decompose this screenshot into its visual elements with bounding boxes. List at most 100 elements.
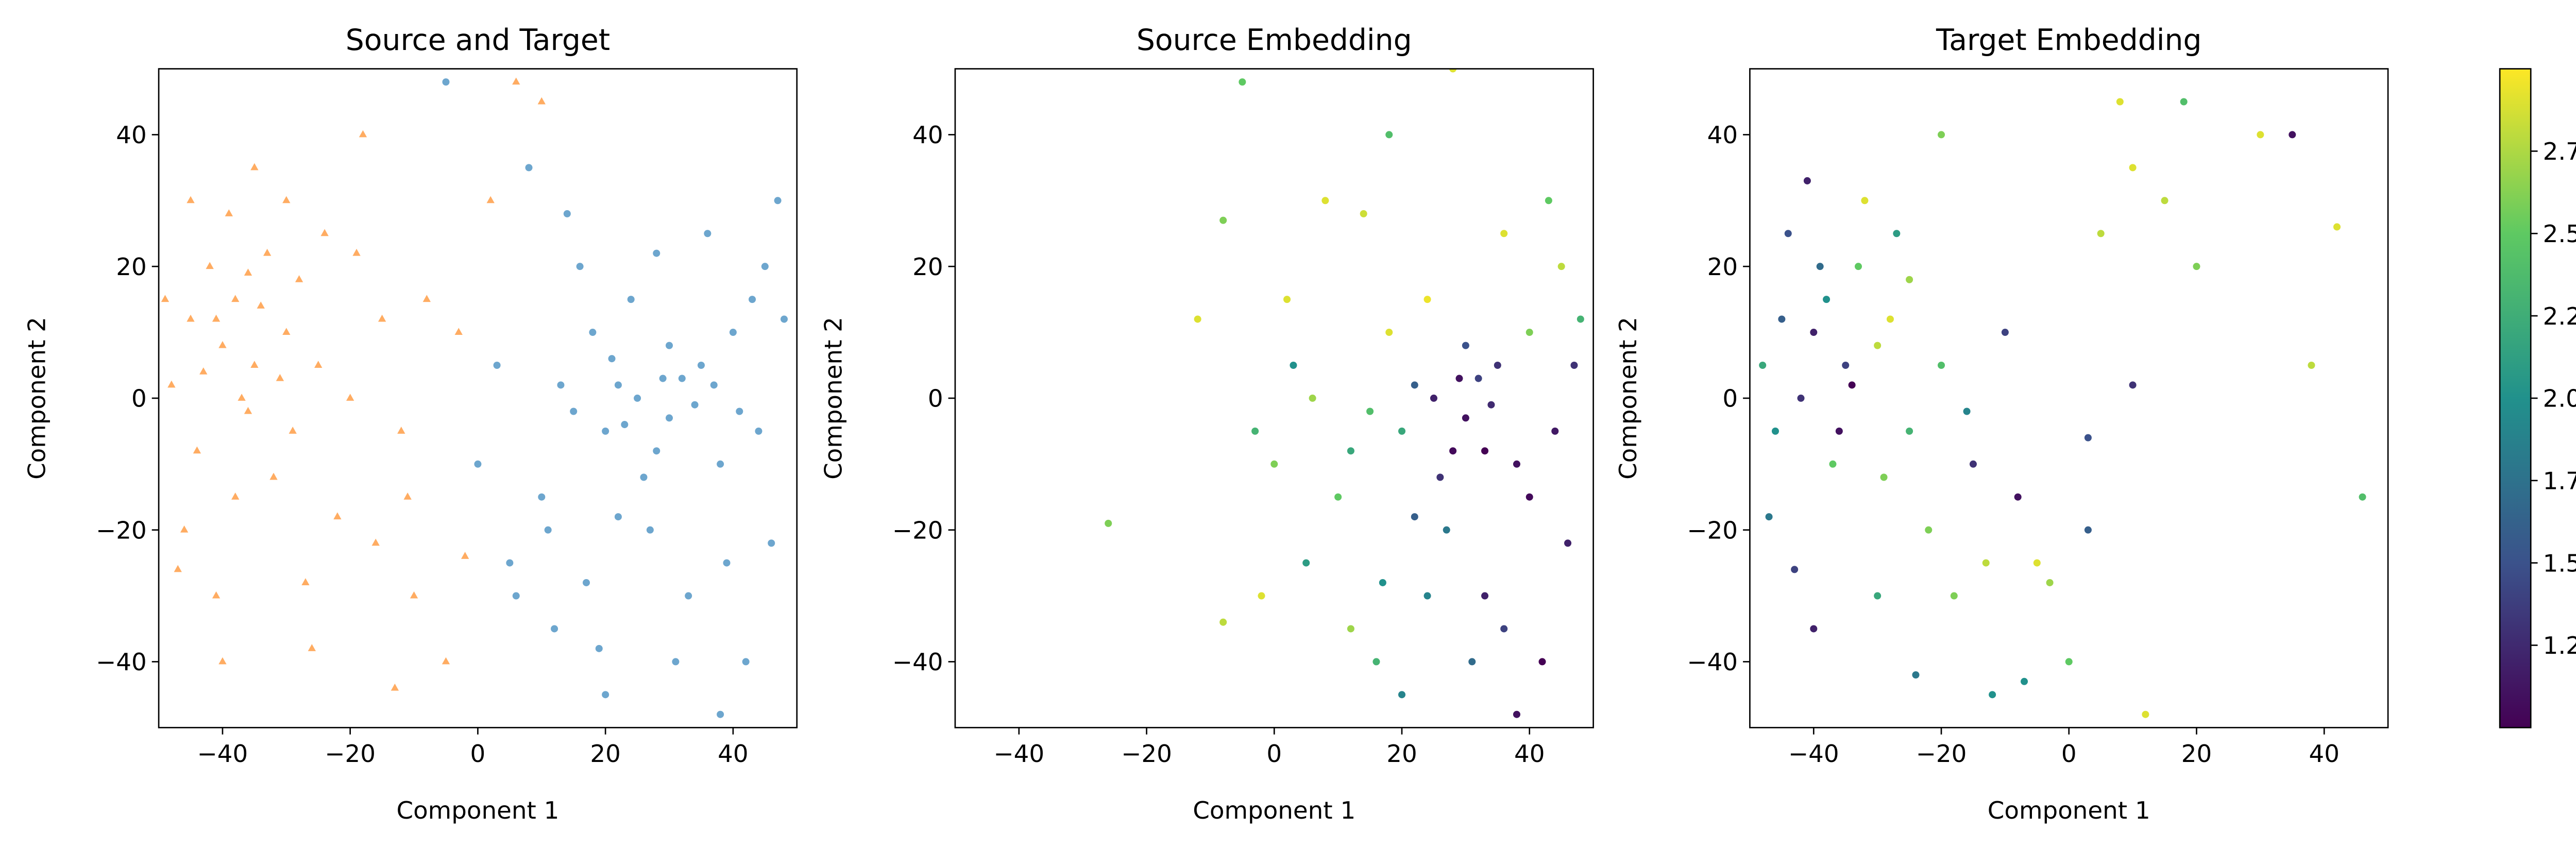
point	[289, 427, 297, 434]
point	[1423, 296, 1431, 303]
point	[678, 375, 686, 382]
point	[1385, 131, 1393, 139]
point	[1379, 579, 1386, 586]
point	[1251, 427, 1259, 435]
chart-title: Source Embedding	[1137, 23, 1412, 57]
x-tick-label: −40	[197, 740, 248, 768]
point	[1848, 381, 1856, 389]
point	[1443, 526, 1450, 534]
point	[1551, 427, 1559, 435]
point	[717, 710, 724, 718]
point	[206, 262, 214, 269]
point	[320, 229, 329, 236]
point	[736, 408, 743, 415]
point	[659, 375, 667, 382]
y-tick-label: −20	[96, 517, 147, 545]
point	[697, 361, 705, 369]
point	[250, 163, 259, 171]
point	[1861, 197, 1869, 205]
point	[1526, 329, 1533, 336]
point	[1778, 315, 1786, 323]
point	[359, 130, 367, 138]
point	[544, 526, 552, 534]
point	[2257, 131, 2264, 139]
point	[244, 268, 252, 276]
point	[1513, 710, 1520, 718]
y-tick-label: −40	[96, 649, 147, 676]
point	[780, 315, 788, 323]
x-axis-label: Component 1	[1988, 797, 2150, 825]
point	[1577, 315, 1584, 323]
point	[2084, 434, 2092, 442]
point	[1385, 329, 1393, 336]
point	[1880, 473, 1888, 481]
y-tick-label: 40	[1707, 122, 1738, 149]
point	[1309, 394, 1316, 402]
point	[1765, 513, 1773, 521]
point	[282, 196, 291, 203]
point	[1570, 361, 1578, 369]
point	[2084, 526, 2092, 534]
point	[1270, 460, 1278, 468]
point	[563, 210, 571, 217]
x-tick-label: 0	[470, 740, 486, 768]
point	[1854, 263, 1862, 270]
point	[282, 328, 291, 335]
point	[1874, 342, 1882, 349]
point	[1874, 592, 1882, 600]
point	[1302, 559, 1310, 567]
point	[225, 209, 233, 216]
point	[653, 447, 660, 455]
x-tick-label: 40	[1514, 740, 1545, 768]
point	[729, 329, 737, 336]
point	[1372, 658, 1380, 666]
point	[2333, 223, 2341, 231]
point	[525, 164, 533, 172]
y-tick-label: −20	[1687, 517, 1738, 545]
point	[1290, 361, 1297, 369]
point	[2193, 263, 2200, 270]
point	[685, 592, 692, 600]
point	[269, 472, 278, 480]
x-tick-label: 0	[1266, 740, 1282, 768]
y-tick-label: 20	[912, 253, 943, 281]
y-tick-label: 40	[116, 122, 146, 149]
y-axis-label: Component 2	[24, 317, 52, 480]
point	[314, 361, 323, 368]
point	[1797, 394, 1805, 402]
point	[570, 408, 578, 415]
x-tick-label: 40	[718, 740, 748, 768]
point	[2308, 361, 2315, 369]
point	[2065, 658, 2073, 666]
point	[602, 427, 609, 435]
point	[2014, 493, 2022, 501]
point	[723, 559, 731, 567]
x-tick-label: 20	[590, 740, 620, 768]
point	[333, 512, 342, 520]
y-tick-label: −20	[892, 517, 943, 545]
point	[691, 401, 699, 409]
point	[1449, 447, 1457, 455]
point	[174, 565, 182, 572]
point	[1411, 513, 1418, 521]
point	[1513, 460, 1520, 468]
x-tick-label: −20	[1916, 740, 1967, 768]
point	[397, 427, 405, 434]
point	[180, 525, 189, 533]
point	[187, 196, 195, 203]
point	[755, 427, 762, 435]
point	[1969, 460, 1977, 468]
point	[244, 406, 252, 414]
point	[608, 355, 616, 363]
point	[250, 361, 259, 368]
point	[1886, 315, 1894, 323]
point	[1810, 625, 1818, 633]
point	[461, 552, 469, 559]
point	[614, 513, 622, 521]
point	[589, 329, 597, 336]
point	[238, 394, 246, 401]
